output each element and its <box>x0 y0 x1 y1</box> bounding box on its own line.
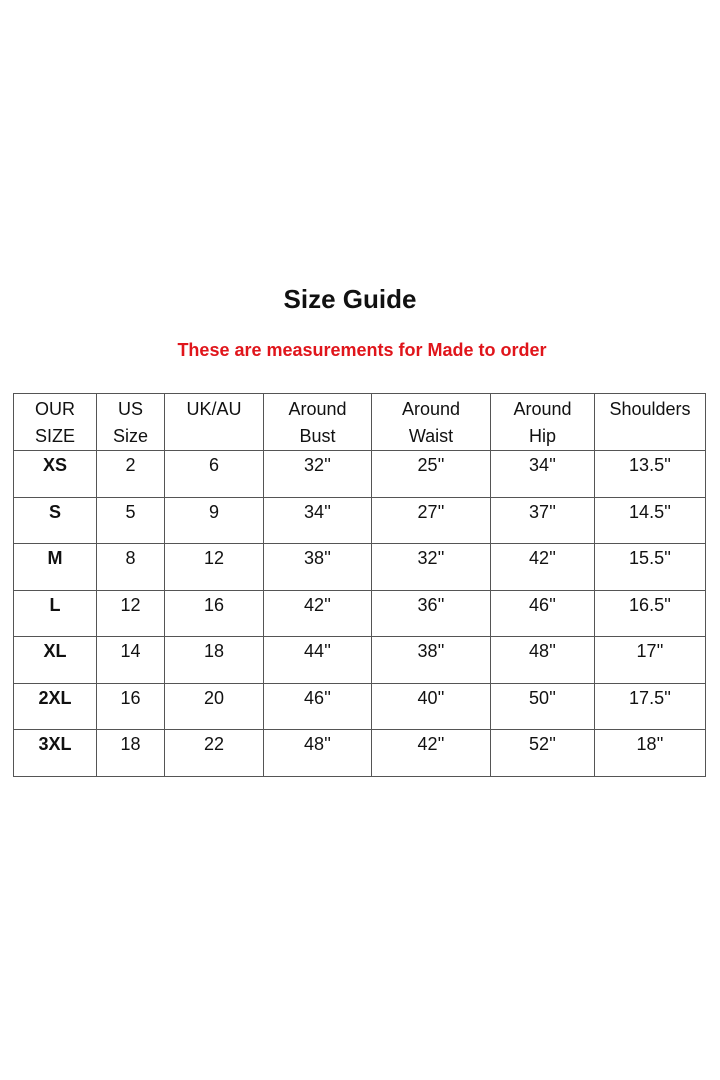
size-label-cell: 2XL <box>13 682 97 730</box>
table-row: L 12 16 42'' 36'' 46'' 16.5'' <box>13 589 706 637</box>
table-cell: 18'' <box>594 729 706 777</box>
column-header: US Size <box>96 393 165 451</box>
column-header-line: Hip <box>528 426 556 446</box>
table-row: XS 2 6 32'' 25'' 34'' 13.5'' <box>13 450 706 498</box>
column-header-line: Around <box>401 399 461 419</box>
column-header-line: UK/AU <box>186 399 242 419</box>
table-row: 3XL 18 22 48'' 42'' 52'' 18'' <box>13 729 706 777</box>
table-cell: 32'' <box>263 450 372 498</box>
table-cell: 22 <box>164 729 264 777</box>
column-header: Around Hip <box>490 393 595 451</box>
size-label-cell: XS <box>13 450 97 498</box>
table-cell: 18 <box>96 729 165 777</box>
column-header: Shoulders <box>594 393 706 451</box>
column-header-line: US <box>117 399 143 419</box>
table-row: M 8 12 38'' 32'' 42'' 15.5'' <box>13 543 706 591</box>
table-cell: 46'' <box>263 682 372 730</box>
table-cell: 42'' <box>490 543 595 591</box>
table-cell: 27'' <box>371 496 491 544</box>
size-label-cell: XL <box>13 636 97 684</box>
table-row: XL 14 18 44'' 38'' 48'' 17'' <box>13 636 706 684</box>
table-cell: 34'' <box>490 450 595 498</box>
subtitle: These are measurements for Made to order <box>177 340 547 360</box>
column-header: OUR SIZE <box>13 393 97 451</box>
table-cell: 38'' <box>371 636 491 684</box>
size-label-cell: L <box>13 589 97 637</box>
table-cell: 34'' <box>263 496 372 544</box>
table-cell: 14.5'' <box>594 496 706 544</box>
table-cell: 17.5'' <box>594 682 706 730</box>
table-cell: 36'' <box>371 589 491 637</box>
column-header-line: Around <box>288 399 347 419</box>
table-cell: 13.5'' <box>594 450 706 498</box>
table-cell: 44'' <box>263 636 372 684</box>
size-label-cell: S <box>13 496 97 544</box>
column-header: Around Bust <box>263 393 372 451</box>
table-cell: 9 <box>164 496 264 544</box>
column-header: UK/AU <box>164 393 264 451</box>
column-header-line: OUR <box>35 399 75 419</box>
table-cell: 18 <box>164 636 264 684</box>
column-header-line: Bust <box>299 426 336 446</box>
table-cell: 16 <box>164 589 264 637</box>
table-row: 2XL 16 20 46'' 40'' 50'' 17.5'' <box>13 682 706 730</box>
column-header: Around Waist <box>371 393 491 451</box>
table-cell: 50'' <box>490 682 595 730</box>
table-cell: 42'' <box>371 729 491 777</box>
column-header-line: Waist <box>408 426 454 446</box>
table-cell: 5 <box>96 496 165 544</box>
table-cell: 52'' <box>490 729 595 777</box>
table-cell: 8 <box>96 543 165 591</box>
column-header-line: Around <box>513 399 572 419</box>
table-cell: 46'' <box>490 589 595 637</box>
table-cell: 20 <box>164 682 264 730</box>
table-cell: 42'' <box>263 589 372 637</box>
table-cell: 40'' <box>371 682 491 730</box>
table-cell: 16.5'' <box>594 589 706 637</box>
column-header-line: SIZE <box>34 426 75 446</box>
table-cell: 32'' <box>371 543 491 591</box>
table-cell: 25'' <box>371 450 491 498</box>
table-cell: 14 <box>96 636 165 684</box>
column-header-line: Shoulders <box>609 399 691 419</box>
table-header-row: OUR SIZE US Size UK/AU Around Bust Around Waist A… <box>13 393 706 451</box>
table-row: S 5 9 34'' 27'' 37'' 14.5'' <box>13 496 706 544</box>
table-cell: 37'' <box>490 496 595 544</box>
table-cell: 38'' <box>263 543 372 591</box>
size-table: OUR SIZE US Size UK/AU Around Bust Around Waist A… <box>13 393 706 777</box>
table-cell: 15.5'' <box>594 543 706 591</box>
table-cell: 48'' <box>490 636 595 684</box>
table-cell: 6 <box>164 450 264 498</box>
table-cell: 2 <box>96 450 165 498</box>
table-cell: 48'' <box>263 729 372 777</box>
table-cell: 17'' <box>594 636 706 684</box>
page-title: Size Guide <box>283 284 417 314</box>
table-cell: 12 <box>164 543 264 591</box>
size-label-cell: M <box>13 543 97 591</box>
table-cell: 16 <box>96 682 165 730</box>
size-label-cell: 3XL <box>13 729 97 777</box>
column-header-line: Size <box>112 426 148 446</box>
table-cell: 12 <box>96 589 165 637</box>
